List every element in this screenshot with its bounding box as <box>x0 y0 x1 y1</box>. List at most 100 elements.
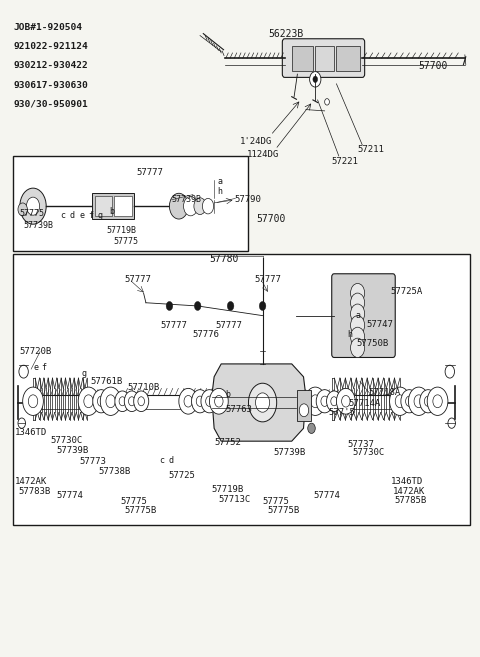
Text: f: f <box>41 363 47 372</box>
Circle shape <box>313 76 318 83</box>
Text: 930212-930422: 930212-930422 <box>13 61 88 70</box>
Circle shape <box>184 396 192 407</box>
Text: 57725A: 57725A <box>391 286 423 296</box>
Text: 57775: 57775 <box>20 210 45 218</box>
Text: d: d <box>70 211 75 219</box>
Text: 57714A: 57714A <box>348 399 381 409</box>
Text: 57710B: 57710B <box>127 383 159 392</box>
Circle shape <box>350 304 365 323</box>
Text: 57775: 57775 <box>120 497 147 505</box>
Bar <box>92 193 134 219</box>
Text: 57775: 57775 <box>263 497 289 505</box>
Text: b: b <box>225 390 230 399</box>
Circle shape <box>18 203 27 216</box>
Bar <box>315 47 334 71</box>
Circle shape <box>406 396 413 407</box>
Text: 57730C: 57730C <box>51 436 83 445</box>
Circle shape <box>215 396 223 407</box>
Circle shape <box>350 338 365 357</box>
Text: h: h <box>347 330 352 340</box>
Circle shape <box>390 387 410 415</box>
Circle shape <box>129 397 135 406</box>
Bar <box>292 47 313 71</box>
Text: 57777: 57777 <box>136 168 163 177</box>
Circle shape <box>448 418 456 428</box>
Circle shape <box>201 390 218 413</box>
Text: 57785B: 57785B <box>394 496 427 505</box>
Circle shape <box>134 391 149 411</box>
Circle shape <box>324 99 329 105</box>
Text: d: d <box>168 456 173 465</box>
Circle shape <box>194 302 201 311</box>
Text: 57750B: 57750B <box>357 339 389 348</box>
Text: 921022-921124: 921022-921124 <box>13 42 88 51</box>
Text: c: c <box>60 211 65 219</box>
Text: 57775B: 57775B <box>267 506 300 514</box>
Circle shape <box>115 391 130 411</box>
Circle shape <box>255 393 270 412</box>
Circle shape <box>183 196 198 216</box>
Text: 57737: 57737 <box>347 440 374 449</box>
Text: 57739B: 57739B <box>274 447 306 457</box>
Circle shape <box>350 315 365 335</box>
Text: 57718A: 57718A <box>368 388 400 397</box>
Text: 57747: 57747 <box>366 320 393 329</box>
Text: 1'24DG: 1'24DG <box>240 137 272 147</box>
Circle shape <box>20 188 46 224</box>
Circle shape <box>342 396 350 407</box>
Text: e: e <box>33 363 38 372</box>
Bar <box>13 254 469 525</box>
Circle shape <box>401 390 418 413</box>
Circle shape <box>310 72 321 87</box>
Text: 57776: 57776 <box>192 330 219 340</box>
Text: 57774: 57774 <box>57 491 84 501</box>
Circle shape <box>408 387 429 415</box>
Text: 57739B: 57739B <box>172 195 202 204</box>
Text: 57730C: 57730C <box>353 447 385 457</box>
Text: b: b <box>109 207 114 215</box>
Circle shape <box>414 395 423 408</box>
Text: 57775B: 57775B <box>125 506 157 514</box>
Text: 57725: 57725 <box>168 471 195 480</box>
Bar <box>114 196 132 216</box>
Circle shape <box>97 396 105 407</box>
Bar <box>298 390 311 420</box>
Circle shape <box>196 396 204 407</box>
Circle shape <box>18 418 25 428</box>
Text: 1472AK: 1472AK <box>15 477 48 486</box>
Circle shape <box>299 404 309 417</box>
Polygon shape <box>212 364 306 442</box>
Circle shape <box>316 390 333 413</box>
Circle shape <box>169 193 188 219</box>
Circle shape <box>420 390 437 413</box>
Text: c: c <box>159 456 164 465</box>
Text: a: a <box>217 177 222 186</box>
Text: 1472AK: 1472AK <box>393 487 425 496</box>
Circle shape <box>203 198 214 214</box>
Text: 57777: 57777 <box>125 275 152 284</box>
Text: 57774: 57774 <box>313 491 340 501</box>
Bar <box>13 156 249 251</box>
Text: 1346TD: 1346TD <box>391 477 423 486</box>
Text: 57777: 57777 <box>254 275 281 284</box>
Text: 57738B: 57738B <box>99 467 131 476</box>
Text: 1124DG: 1124DG <box>247 150 279 159</box>
Text: 57700: 57700 <box>256 214 286 224</box>
Text: 57783B: 57783B <box>18 487 50 496</box>
Text: 57221: 57221 <box>332 156 359 166</box>
Circle shape <box>84 395 93 408</box>
Text: a: a <box>355 311 360 320</box>
Text: h: h <box>217 187 222 196</box>
Circle shape <box>321 396 328 407</box>
Text: f: f <box>88 211 94 219</box>
Circle shape <box>311 395 320 408</box>
Text: 57777: 57777 <box>216 321 242 330</box>
Circle shape <box>93 390 110 413</box>
Text: 57780: 57780 <box>209 254 239 264</box>
Circle shape <box>305 387 325 415</box>
Text: g: g <box>98 211 103 219</box>
Circle shape <box>205 396 213 407</box>
Circle shape <box>336 388 355 414</box>
Circle shape <box>350 327 365 346</box>
Text: JOB#1-920504: JOB#1-920504 <box>13 23 82 32</box>
